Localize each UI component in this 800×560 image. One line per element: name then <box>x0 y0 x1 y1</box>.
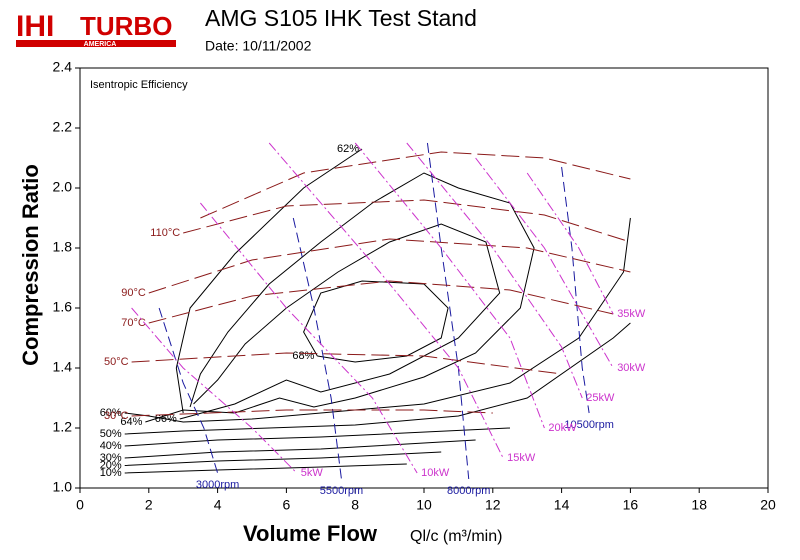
speed-line <box>158 307 219 474</box>
x-tick-label: 10 <box>416 497 432 513</box>
y-tick-label: 1.8 <box>53 239 73 255</box>
temperature-label: 50°C <box>104 356 129 368</box>
x-tick-label: 6 <box>283 497 291 513</box>
y-tick-label: 2.0 <box>53 179 73 195</box>
efficiency-label: 40% <box>100 440 122 452</box>
efficiency-line <box>124 463 407 474</box>
plot-frame <box>79 67 769 489</box>
speed-line <box>292 217 342 480</box>
x-axis-unit: Ql/c (m³/min) <box>410 528 502 545</box>
power-label: 35kW <box>617 308 646 320</box>
y-tick-label: 1.6 <box>53 299 73 315</box>
power-line <box>354 142 545 429</box>
power-line <box>475 157 614 369</box>
power-line <box>200 202 418 474</box>
power-label: 25kW <box>586 392 615 404</box>
power-line <box>526 172 614 315</box>
temperature-label: 110°C <box>150 227 180 239</box>
y-tick-label: 1.4 <box>53 359 73 375</box>
x-tick-label: 12 <box>485 497 501 513</box>
speed-line <box>426 142 470 480</box>
efficiency-line <box>303 280 449 363</box>
efficiency-label: 10% <box>100 467 122 479</box>
chart-subtitle: Date: 10/11/2002 <box>205 38 312 54</box>
efficiency-line <box>124 439 476 459</box>
efficiency-label: 66% <box>155 413 177 425</box>
power-label: 5kW <box>301 467 324 479</box>
temperature-line <box>200 151 631 219</box>
efficiency-line <box>124 451 442 466</box>
logo-bar <box>16 40 176 47</box>
temperature-line <box>148 238 631 294</box>
logo-brand: IHI <box>16 10 54 43</box>
temperature-label: 70°C <box>121 317 146 329</box>
power-label: 20kW <box>548 422 577 434</box>
chart-title: AMG S105 IHK Test Stand <box>205 5 477 31</box>
efficiency-label: 30% <box>100 452 122 464</box>
y-tick-label: 1.0 <box>53 479 73 495</box>
efficiency-line <box>179 223 501 420</box>
y-tick-label: 1.2 <box>53 419 73 435</box>
efficiency-line <box>145 172 535 423</box>
x-tick-label: 14 <box>554 497 570 513</box>
speed-label: 5500rpm <box>320 485 363 497</box>
y-tick-label: 2.4 <box>53 59 73 75</box>
power-line <box>406 142 583 399</box>
logo-product: TURBO <box>80 11 172 41</box>
power-line <box>268 142 504 459</box>
x-tick-label: 20 <box>760 497 776 513</box>
power-line <box>131 307 298 474</box>
efficiency-line <box>175 148 363 414</box>
speed-label: 3000rpm <box>196 479 239 491</box>
efficiency-line <box>124 217 631 423</box>
x-tick-label: 4 <box>214 497 222 513</box>
speed-label: 8000rpm <box>447 485 490 497</box>
efficiency-line <box>124 427 511 447</box>
x-axis-label: Volume Flow <box>243 521 378 546</box>
temperature-label: 90°C <box>121 287 146 299</box>
efficiency-line <box>124 322 631 435</box>
speed-label: 10500rpm <box>564 419 614 431</box>
temperature-line <box>183 199 631 243</box>
temperature-line <box>131 409 493 417</box>
temperature-label: 30°C <box>104 410 129 422</box>
power-label: 15kW <box>507 452 536 464</box>
x-tick-label: 18 <box>691 497 707 513</box>
efficiency-label: 20% <box>100 459 122 471</box>
logo-region: AMERICA <box>84 41 117 48</box>
power-label: 10kW <box>421 467 450 479</box>
power-label: 30kW <box>617 362 646 374</box>
efficiency-label: 64% <box>120 416 142 428</box>
temperature-line <box>148 280 614 324</box>
y-axis-label: Compression Ratio <box>18 164 43 366</box>
x-tick-label: 0 <box>76 497 84 513</box>
efficiency-label: 62% <box>337 143 359 155</box>
x-tick-label: 16 <box>623 497 639 513</box>
annotation: Isentropic Efficiency <box>90 79 188 91</box>
efficiency-label: 60% <box>100 407 122 419</box>
speed-line <box>561 166 590 414</box>
x-tick-label: 8 <box>351 497 359 513</box>
y-tick-label: 2.2 <box>53 119 73 135</box>
efficiency-label: 68% <box>292 350 314 362</box>
x-tick-label: 2 <box>145 497 153 513</box>
efficiency-label: 50% <box>100 428 122 440</box>
temperature-line <box>131 352 562 375</box>
